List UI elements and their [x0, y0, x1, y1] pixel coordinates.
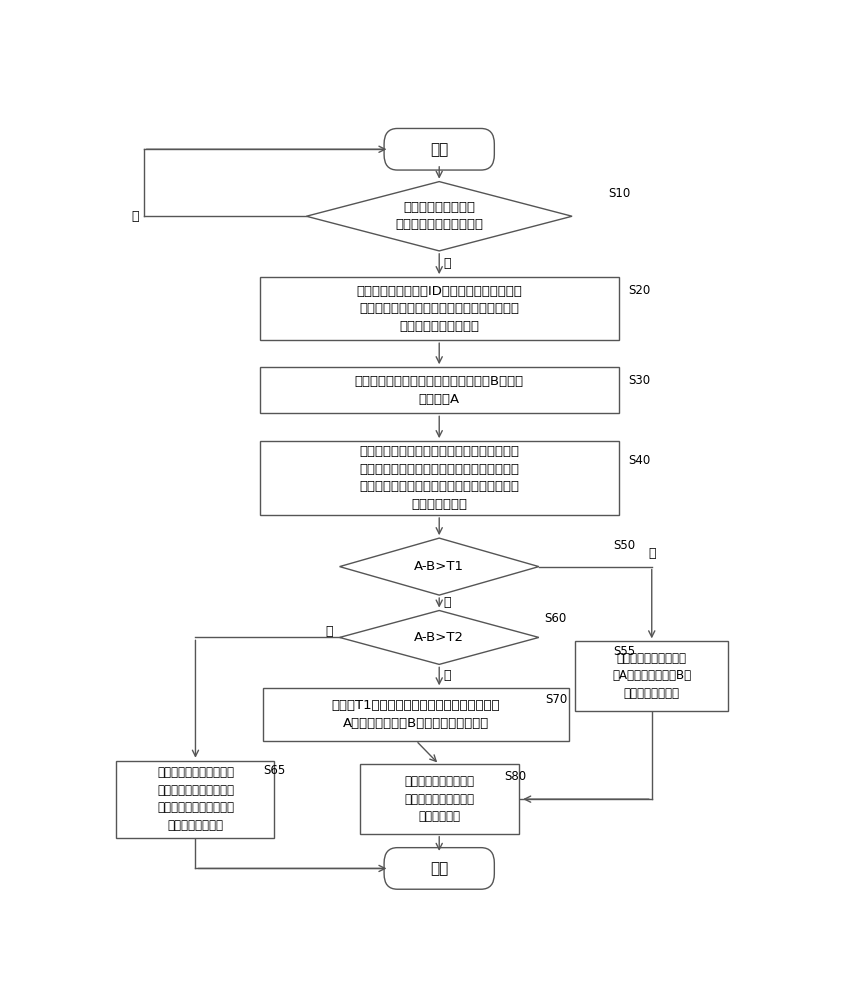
Text: S65: S65	[263, 764, 285, 777]
Text: S40: S40	[628, 454, 650, 467]
Text: 否: 否	[131, 210, 139, 223]
FancyBboxPatch shape	[360, 764, 519, 834]
FancyBboxPatch shape	[263, 688, 569, 741]
Text: 传送并显示距离登机时
间A与移动所需时间B至
穿戴装置的显示屏: 传送并显示距离登机时 间A与移动所需时间B至 穿戴装置的显示屏	[612, 652, 692, 700]
Text: 根据乘客欲得到的信息种类、自至少一机场商
品服务器及至少一机场设施服务器所得到的信
息进行运算，并得到一运算结果，将运算结果
传回该穿戴装置: 根据乘客欲得到的信息种类、自至少一机场商 品服务器及至少一机场设施服务器所得到的…	[359, 445, 519, 511]
FancyBboxPatch shape	[260, 367, 619, 413]
Text: 是: 是	[444, 596, 452, 609]
Polygon shape	[339, 610, 539, 664]
Text: 传送穿戴装置的身份ID、乘客信息、该穿戴装
置的相对位置信息以及乘客欲得到的信息需求
到机场自动提醒服务器: 传送穿戴装置的身份ID、乘客信息、该穿戴装 置的相对位置信息以及乘客欲得到的信息…	[357, 285, 522, 333]
Text: 否: 否	[444, 669, 452, 682]
Text: S50: S50	[614, 539, 635, 552]
Text: 计算该穿戴装置移动到登机门所需时间B及距离
登机时间A: 计算该穿戴装置移动到登机门所需时间B及距离 登机时间A	[355, 375, 524, 406]
Text: S70: S70	[546, 693, 567, 706]
Text: S80: S80	[504, 770, 526, 783]
FancyBboxPatch shape	[384, 848, 494, 889]
Text: 隔每一T1时间间隔，传送并显示距离登机时间
A与移动所需时间B至穿戴装置的显示屏: 隔每一T1时间间隔，传送并显示距离登机时间 A与移动所需时间B至穿戴装置的显示屏	[332, 699, 500, 730]
Text: 开始: 开始	[430, 142, 448, 157]
FancyBboxPatch shape	[117, 761, 274, 838]
Text: 是否接收到自机场班
机服务器传送过来的信息: 是否接收到自机场班 机服务器传送过来的信息	[395, 201, 483, 232]
Text: 传送并显示根据乘客的需
求信息计算得到的商品列
表及机场设施相关信息至
穿戴装置的显示屏: 传送并显示根据乘客的需 求信息计算得到的商品列 表及机场设施相关信息至 穿戴装置…	[157, 766, 234, 832]
Text: 是: 是	[326, 625, 333, 638]
Text: 否: 否	[648, 547, 656, 560]
FancyBboxPatch shape	[384, 128, 494, 170]
Text: A-B>T1: A-B>T1	[414, 560, 464, 573]
Text: S55: S55	[614, 645, 635, 658]
Text: 结束: 结束	[430, 861, 448, 876]
FancyBboxPatch shape	[260, 277, 619, 340]
FancyBboxPatch shape	[260, 441, 619, 515]
Text: S10: S10	[608, 187, 631, 200]
Text: A-B>T2: A-B>T2	[414, 631, 464, 644]
Polygon shape	[339, 538, 539, 595]
Polygon shape	[307, 182, 572, 251]
FancyBboxPatch shape	[575, 641, 728, 711]
Text: 是: 是	[444, 257, 452, 270]
Text: S20: S20	[628, 284, 650, 297]
Text: S60: S60	[544, 612, 566, 625]
Text: S30: S30	[628, 374, 650, 387]
Text: 已到达欲搭班机登机门
位置时，显示到达相关
讯息于显示屏: 已到达欲搭班机登机门 位置时，显示到达相关 讯息于显示屏	[405, 775, 474, 823]
